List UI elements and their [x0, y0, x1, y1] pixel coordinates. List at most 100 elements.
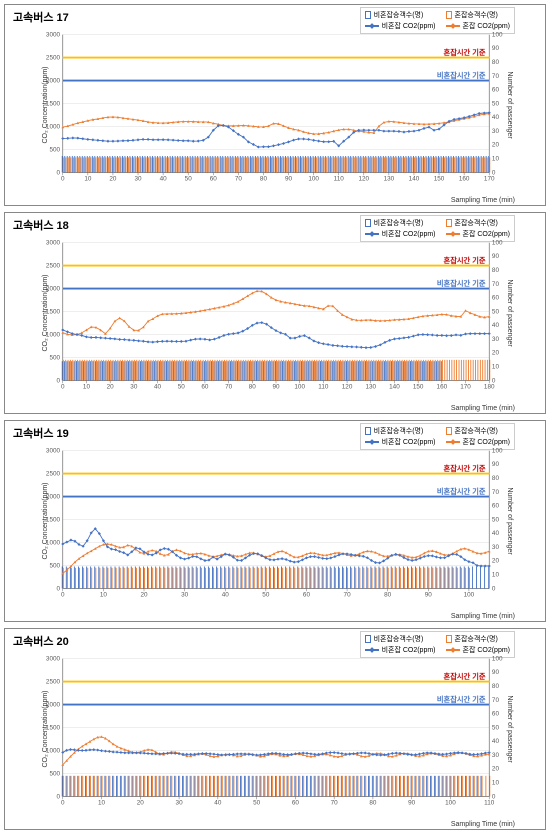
svg-text:10: 10 — [492, 156, 500, 163]
svg-text:80: 80 — [369, 800, 377, 807]
svg-text:비혼잡시간 기준: 비혼잡시간 기준 — [437, 71, 486, 80]
svg-text:20: 20 — [492, 766, 500, 773]
svg-text:10: 10 — [492, 364, 500, 371]
svg-text:80: 80 — [260, 176, 268, 183]
svg-text:30: 30 — [492, 128, 500, 135]
y-axis-right-label: Number of passenger — [506, 71, 513, 138]
svg-text:70: 70 — [492, 281, 500, 288]
svg-text:80: 80 — [384, 592, 392, 599]
svg-text:0: 0 — [61, 800, 65, 807]
y-axis-left-label: CO₂ Concentration(ppm) — [42, 690, 49, 767]
y-axis-right-label: Number of passenger — [506, 487, 513, 554]
svg-text:80: 80 — [492, 59, 500, 66]
chart-area: CO₂ Concentration(ppm) Number of passeng… — [5, 213, 545, 413]
svg-text:70: 70 — [225, 384, 233, 391]
svg-text:혼잡시간 기준: 혼잡시간 기준 — [444, 464, 486, 473]
svg-text:100: 100 — [492, 31, 503, 38]
svg-text:20: 20 — [140, 592, 148, 599]
chart-svg: 혼잡시간 기준 비혼잡시간 기준 05001000150020002500300… — [41, 235, 511, 399]
chart-area: CO₂ Concentration(ppm) Number of passeng… — [5, 421, 545, 621]
svg-text:100: 100 — [445, 800, 456, 807]
svg-text:30: 30 — [130, 384, 138, 391]
svg-text:40: 40 — [492, 322, 500, 329]
svg-text:170: 170 — [460, 384, 471, 391]
chart-panel: 고속버스 17 비혼잡승객수(명) 혼잡승객수(명) 비혼잡 CO2(ppm) … — [4, 4, 546, 206]
svg-text:60: 60 — [303, 592, 311, 599]
svg-text:60: 60 — [201, 384, 209, 391]
svg-text:500: 500 — [49, 146, 60, 153]
svg-text:비혼잡시간 기준: 비혼잡시간 기준 — [437, 695, 486, 704]
svg-text:0: 0 — [57, 793, 61, 800]
svg-text:20: 20 — [492, 142, 500, 149]
svg-text:90: 90 — [285, 176, 293, 183]
svg-text:비혼잡시간 기준: 비혼잡시간 기준 — [437, 487, 486, 496]
svg-text:60: 60 — [492, 87, 500, 94]
svg-text:30: 30 — [135, 176, 143, 183]
svg-text:90: 90 — [492, 45, 500, 52]
svg-text:110: 110 — [334, 176, 345, 183]
svg-text:100: 100 — [294, 384, 305, 391]
svg-text:90: 90 — [408, 800, 416, 807]
svg-text:90: 90 — [272, 384, 280, 391]
chart-area: CO₂ Concentration(ppm) Number of passeng… — [5, 5, 545, 205]
x-axis-label: Sampling Time (min) — [451, 405, 515, 412]
chart-svg: 혼잡시간 기준 비혼잡시간 기준 05001000150020002500300… — [41, 27, 511, 191]
svg-text:100: 100 — [492, 447, 503, 454]
svg-text:70: 70 — [344, 592, 352, 599]
svg-text:90: 90 — [492, 461, 500, 468]
svg-text:20: 20 — [492, 558, 500, 565]
chart-panel: 고속버스 18 비혼잡승객수(명) 혼잡승객수(명) 비혼잡 CO2(ppm) … — [4, 212, 546, 414]
chart-panel: 고속버스 19 비혼잡승객수(명) 혼잡승객수(명) 비혼잡 CO2(ppm) … — [4, 420, 546, 622]
svg-text:60: 60 — [210, 176, 218, 183]
svg-text:50: 50 — [253, 800, 261, 807]
x-axis-label: Sampling Time (min) — [451, 197, 515, 204]
svg-text:40: 40 — [492, 738, 500, 745]
chart-panel: 고속버스 20 비혼잡승객수(명) 혼잡승객수(명) 비혼잡 CO2(ppm) … — [4, 628, 546, 830]
svg-text:500: 500 — [49, 354, 60, 361]
svg-text:10: 10 — [98, 800, 106, 807]
svg-text:100: 100 — [492, 239, 503, 246]
svg-text:80: 80 — [492, 683, 500, 690]
y-axis-right-label: Number of passenger — [506, 695, 513, 762]
svg-text:70: 70 — [235, 176, 243, 183]
svg-text:150: 150 — [434, 176, 445, 183]
svg-text:140: 140 — [389, 384, 400, 391]
svg-text:30: 30 — [492, 544, 500, 551]
svg-text:0: 0 — [61, 384, 65, 391]
svg-text:비혼잡시간 기준: 비혼잡시간 기준 — [437, 279, 486, 288]
svg-text:90: 90 — [425, 592, 433, 599]
svg-text:50: 50 — [492, 516, 500, 523]
svg-text:3000: 3000 — [46, 31, 61, 38]
svg-text:10: 10 — [84, 176, 92, 183]
svg-text:150: 150 — [413, 384, 424, 391]
y-axis-left-label: CO₂ Concentration(ppm) — [42, 482, 49, 559]
x-axis-label: Sampling Time (min) — [451, 613, 515, 620]
svg-text:30: 30 — [492, 336, 500, 343]
svg-text:80: 80 — [492, 475, 500, 482]
svg-text:3000: 3000 — [46, 239, 61, 246]
svg-text:70: 70 — [492, 489, 500, 496]
svg-text:10: 10 — [492, 572, 500, 579]
svg-text:90: 90 — [492, 253, 500, 260]
svg-text:110: 110 — [318, 384, 329, 391]
svg-text:70: 70 — [492, 697, 500, 704]
svg-text:50: 50 — [492, 308, 500, 315]
svg-text:120: 120 — [342, 384, 353, 391]
svg-text:40: 40 — [154, 384, 162, 391]
svg-text:100: 100 — [308, 176, 319, 183]
svg-text:40: 40 — [160, 176, 168, 183]
svg-text:30: 30 — [181, 592, 189, 599]
svg-text:3000: 3000 — [46, 447, 61, 454]
svg-text:130: 130 — [365, 384, 376, 391]
y-axis-right-label: Number of passenger — [506, 279, 513, 346]
y-axis-left-label: CO₂ Concentration(ppm) — [42, 66, 49, 143]
svg-text:160: 160 — [459, 176, 470, 183]
svg-text:10: 10 — [83, 384, 91, 391]
svg-text:90: 90 — [492, 669, 500, 676]
svg-text:40: 40 — [492, 114, 500, 121]
svg-text:60: 60 — [492, 503, 500, 510]
svg-text:30: 30 — [176, 800, 184, 807]
svg-text:2500: 2500 — [46, 54, 61, 61]
svg-text:0: 0 — [492, 585, 496, 592]
svg-text:20: 20 — [492, 350, 500, 357]
